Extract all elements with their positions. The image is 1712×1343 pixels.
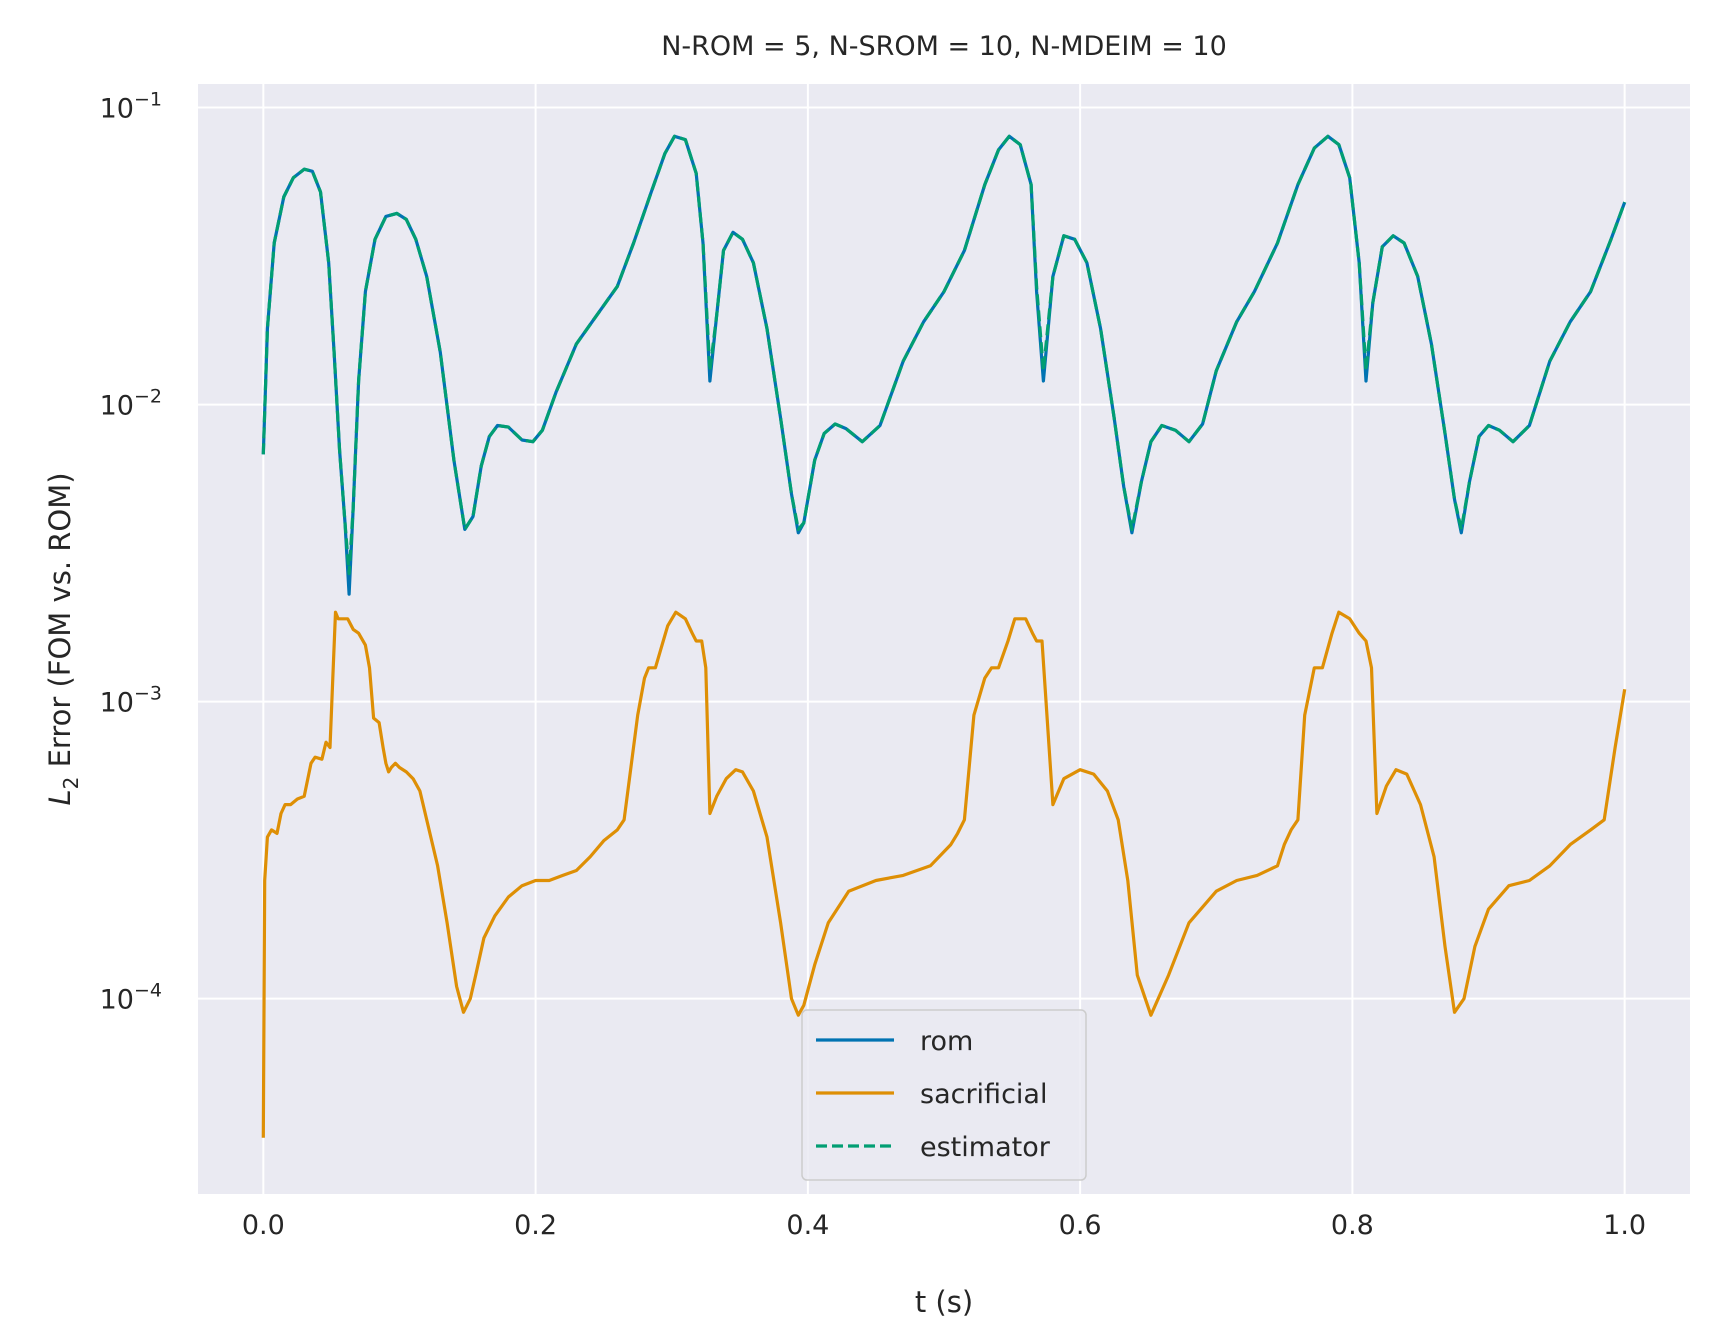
chart-title: N-ROM = 5, N-SROM = 10, N-MDEIM = 10 xyxy=(661,31,1227,62)
legend-label-estimator: estimator xyxy=(920,1132,1051,1163)
x-tick-label: 0.6 xyxy=(1059,1210,1102,1241)
y-axis-label-subscript: 2 xyxy=(59,777,83,790)
y-tick-base: 10 xyxy=(100,688,134,719)
y-tick-exponent: −1 xyxy=(134,89,162,111)
series-layer xyxy=(261,134,1627,1138)
y-tick-label: 10−3 xyxy=(100,683,162,719)
x-tick-label: 0.0 xyxy=(242,1210,285,1241)
x-tick-label: 1.0 xyxy=(1603,1210,1646,1241)
legend: rom sacrificial estimator xyxy=(801,1009,1087,1181)
x-tick-label: 0.4 xyxy=(786,1210,829,1241)
y-tick-base: 10 xyxy=(100,391,134,422)
x-tick-labels: 0.0 0.2 0.4 0.6 0.8 1.0 xyxy=(242,1210,1646,1241)
legend-box xyxy=(801,1009,1087,1181)
y-axis-label: L2 Error (FOM vs. ROM) xyxy=(43,472,83,805)
y-tick-label: 10−4 xyxy=(100,980,162,1016)
y-axis-label-main: L xyxy=(43,789,77,805)
y-tick-labels: 10−110−210−310−4 xyxy=(100,89,162,1016)
legend-label-sacrificial: sacrificial xyxy=(920,1079,1047,1110)
series-line-sacrificial xyxy=(261,610,1627,1138)
plot-area xyxy=(198,84,1690,1194)
y-tick-label: 10−1 xyxy=(100,89,162,125)
y-tick-exponent: −2 xyxy=(134,386,162,408)
y-tick-base: 10 xyxy=(100,985,134,1016)
y-tick-label: 10−2 xyxy=(100,386,162,422)
y-axis-label-rest: Error (FOM vs. ROM) xyxy=(43,472,77,776)
y-tick-exponent: −3 xyxy=(134,683,162,705)
y-tick-base: 10 xyxy=(100,94,134,125)
x-axis-label: t (s) xyxy=(915,1285,973,1319)
x-tick-label: 0.8 xyxy=(1331,1210,1374,1241)
series-line-estimator xyxy=(261,134,1627,576)
x-tick-label: 0.2 xyxy=(514,1210,557,1241)
y-tick-exponent: −4 xyxy=(134,980,162,1002)
legend-label-rom: rom xyxy=(920,1026,973,1057)
